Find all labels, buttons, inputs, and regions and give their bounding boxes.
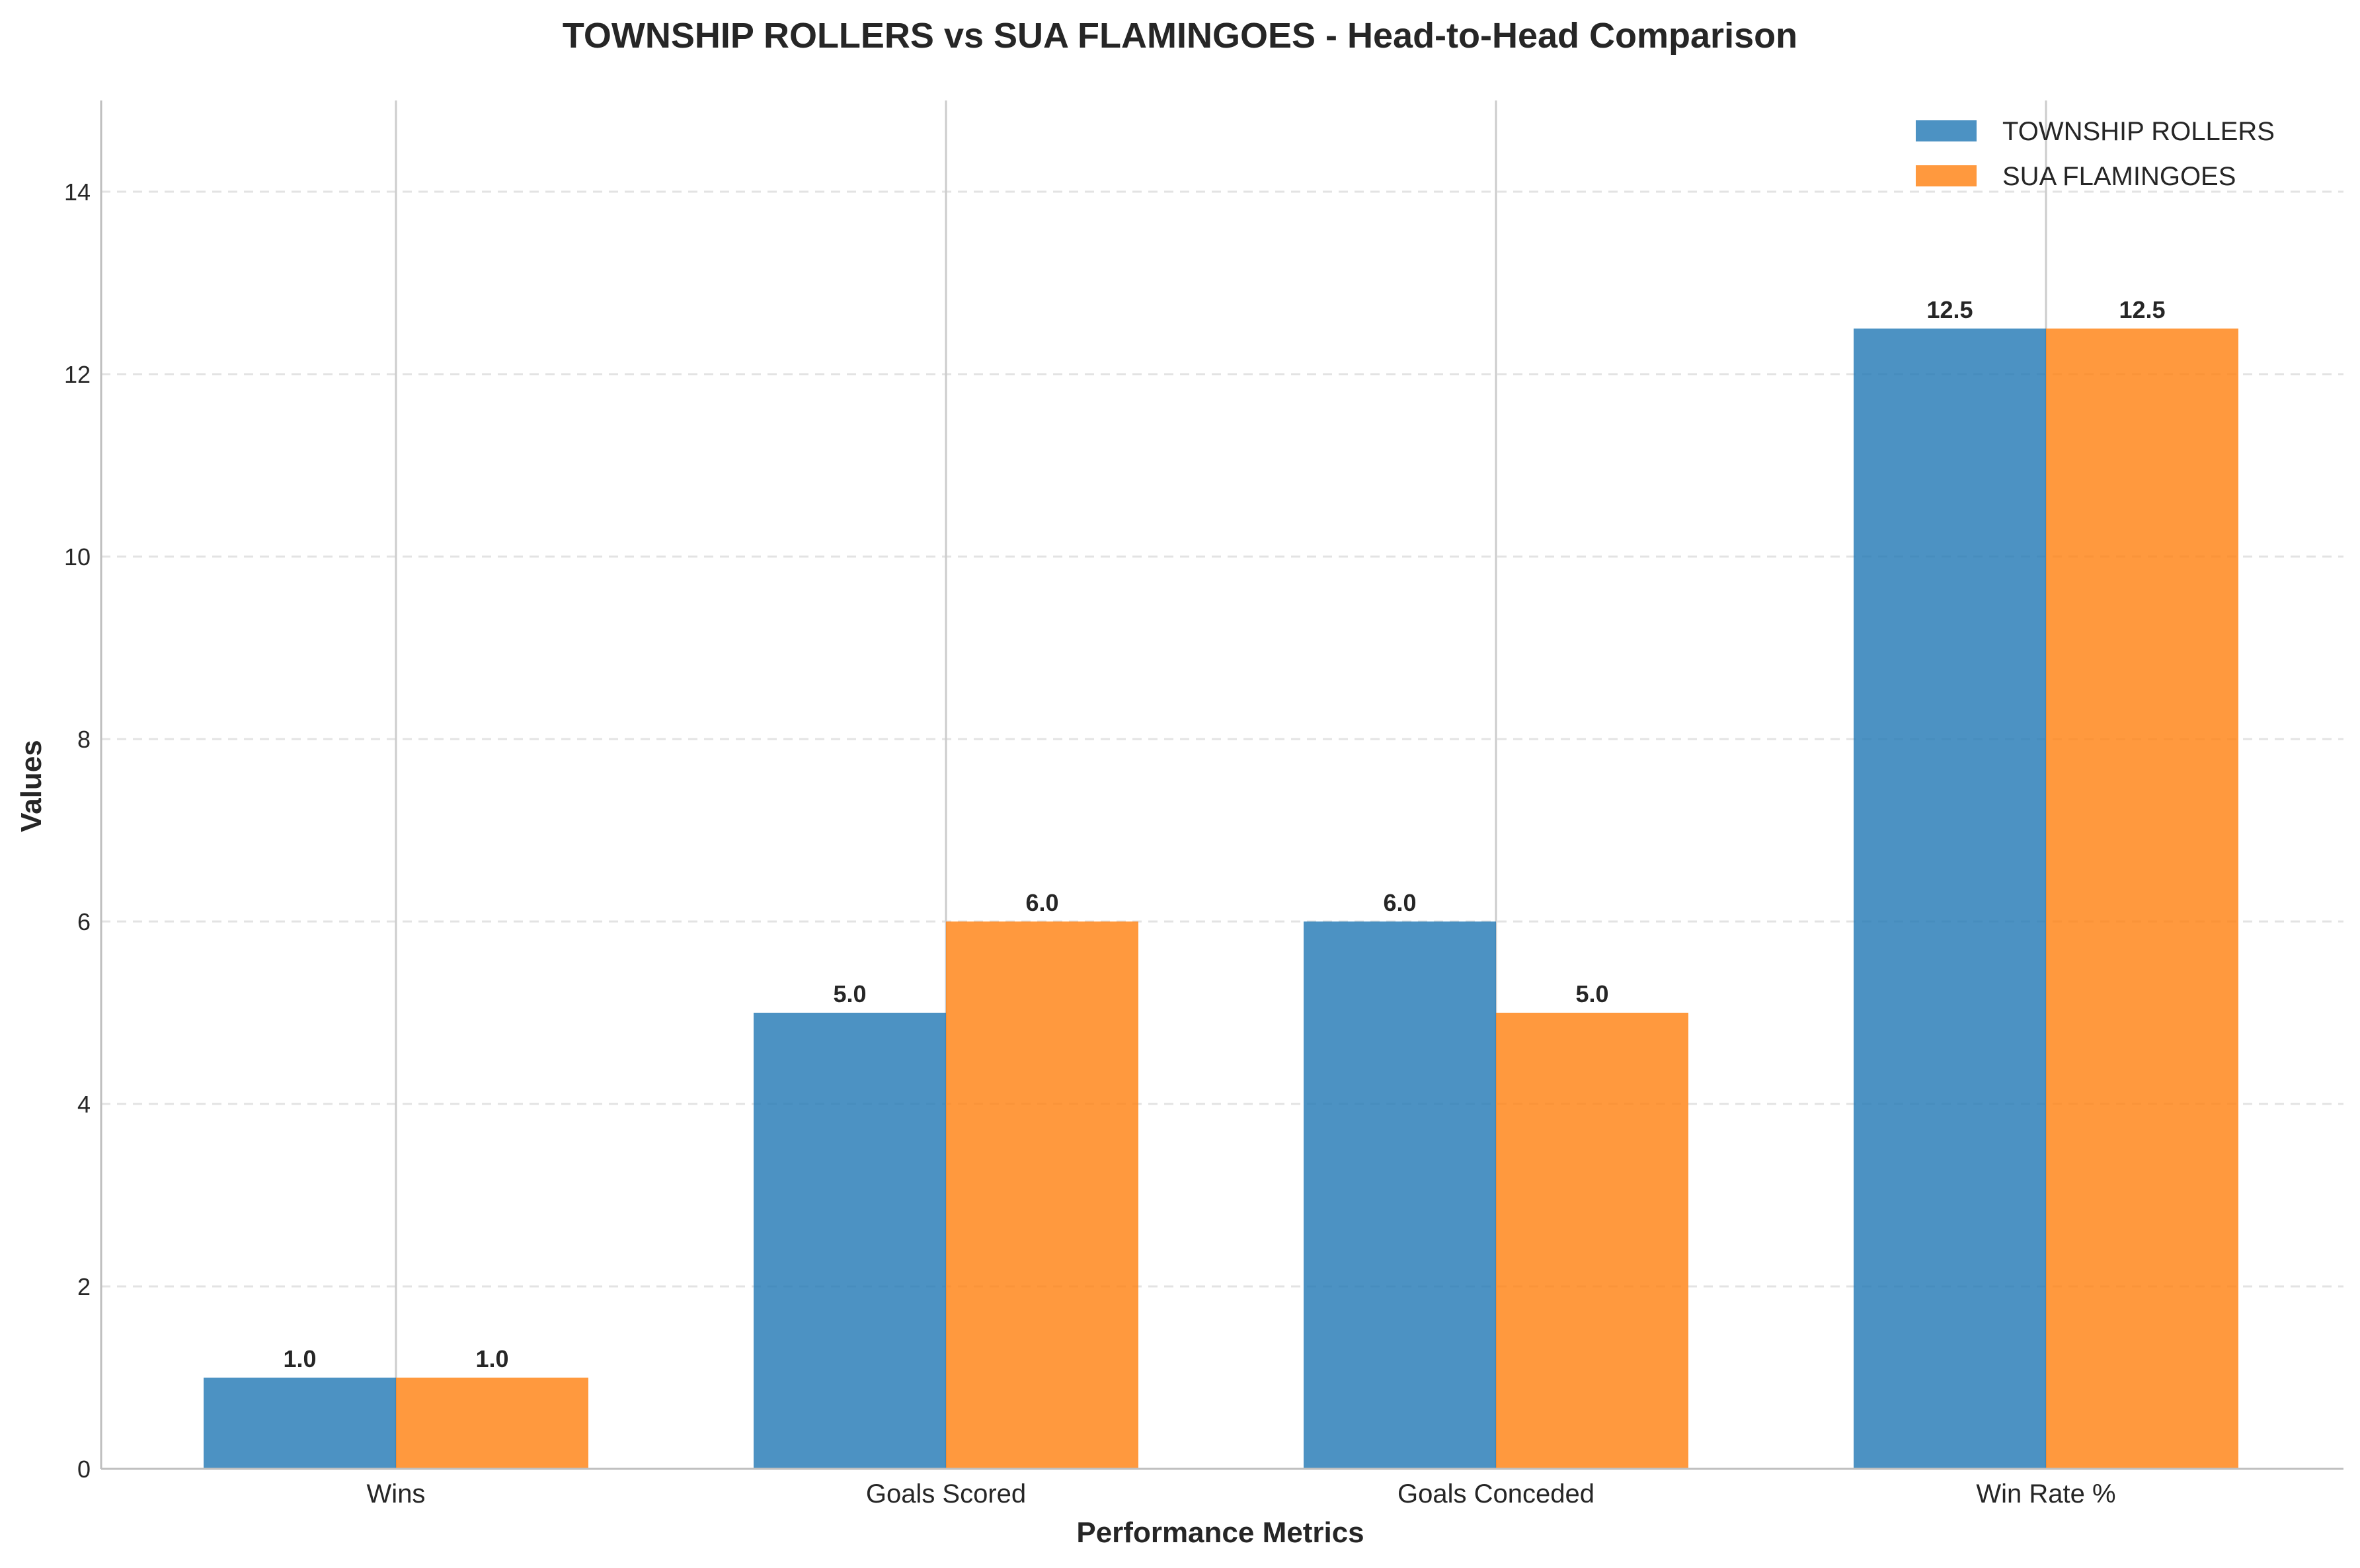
bar-value-label: 6.0 — [1383, 889, 1416, 916]
legend-label: SUA FLAMINGOES — [2002, 162, 2236, 191]
y-tick-label: 12 — [64, 361, 91, 388]
bar — [754, 1013, 946, 1469]
legend-swatch — [1916, 120, 1977, 141]
bar — [204, 1378, 396, 1469]
bar — [1496, 1013, 1688, 1469]
bar — [946, 921, 1138, 1469]
y-tick-label: 0 — [77, 1456, 91, 1483]
bar — [396, 1378, 588, 1469]
x-tick-label: Goals Scored — [866, 1479, 1026, 1509]
chart-title: TOWNSHIP ROLLERS vs SUA FLAMINGOES - Hea… — [563, 16, 1797, 56]
bar-value-label: 6.0 — [1025, 889, 1058, 916]
bar — [2046, 329, 2238, 1469]
bar — [1854, 329, 2046, 1469]
x-tick-label: Win Rate % — [1976, 1479, 2115, 1509]
legend-swatch — [1916, 165, 1977, 186]
y-tick-label: 14 — [64, 178, 91, 206]
bar-value-label: 5.0 — [1575, 980, 1608, 1007]
x-axis-label: Performance Metrics — [1076, 1516, 1364, 1549]
bar — [1304, 921, 1496, 1469]
y-axis-label: Values — [15, 740, 48, 832]
y-tick-label: 10 — [64, 543, 91, 570]
y-tick-label: 4 — [77, 1091, 91, 1118]
bar-value-label: 12.5 — [2119, 296, 2165, 323]
bar-value-label: 12.5 — [1926, 296, 1973, 323]
y-tick-label: 6 — [77, 908, 91, 935]
legend: TOWNSHIP ROLLERS SUA FLAMINGOES — [1916, 117, 2275, 191]
legend-label: TOWNSHIP ROLLERS — [2002, 117, 2275, 146]
bar-value-label: 5.0 — [833, 980, 866, 1007]
x-tick-label: Goals Conceded — [1397, 1479, 1594, 1509]
labels-layer: 0 2 4 6 8 10 12 14 1.0 5.0 6.0 12.5 1.0 6.0 5.0 12.5 Win… — [64, 178, 2166, 1509]
y-tick-label: 2 — [77, 1273, 91, 1300]
y-tick-label: 8 — [77, 726, 91, 753]
bars-layer — [204, 329, 2238, 1469]
bar-value-label: 1.0 — [475, 1345, 508, 1372]
bar-value-label: 1.0 — [283, 1345, 316, 1372]
x-tick-label: Wins — [367, 1479, 426, 1509]
axes-layer — [100, 100, 2343, 1470]
